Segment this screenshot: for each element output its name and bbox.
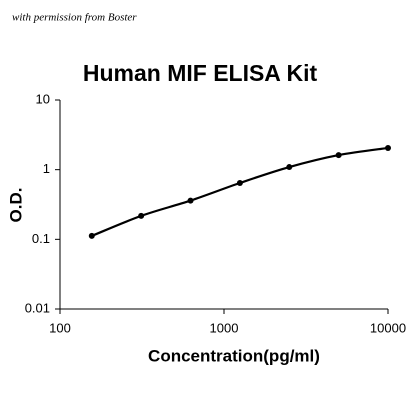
data-point <box>286 164 293 171</box>
y-axis-label: O.D. <box>6 188 25 223</box>
y-tick-label: 0.1 <box>32 231 50 246</box>
y-tick-label: 1 <box>43 161 50 176</box>
chart-title: Human MIF ELISA Kit <box>83 60 318 86</box>
x-tick-label: 10000 <box>370 320 406 335</box>
x-axis-label: Concentration(pg/ml) <box>148 346 320 365</box>
x-tick-label: 100 <box>49 320 71 335</box>
data-point <box>335 152 342 159</box>
data-point <box>88 232 95 239</box>
fit-line <box>91 146 389 237</box>
y-tick-label: 10 <box>36 91 50 106</box>
x-tick-label: 1000 <box>210 320 239 335</box>
data-point <box>138 212 145 219</box>
data-point <box>236 179 243 186</box>
data-point <box>385 144 391 151</box>
watermark: with permission from Boster <box>12 12 137 24</box>
y-tick-label: 0.01 <box>25 300 50 315</box>
data-point <box>187 197 194 204</box>
